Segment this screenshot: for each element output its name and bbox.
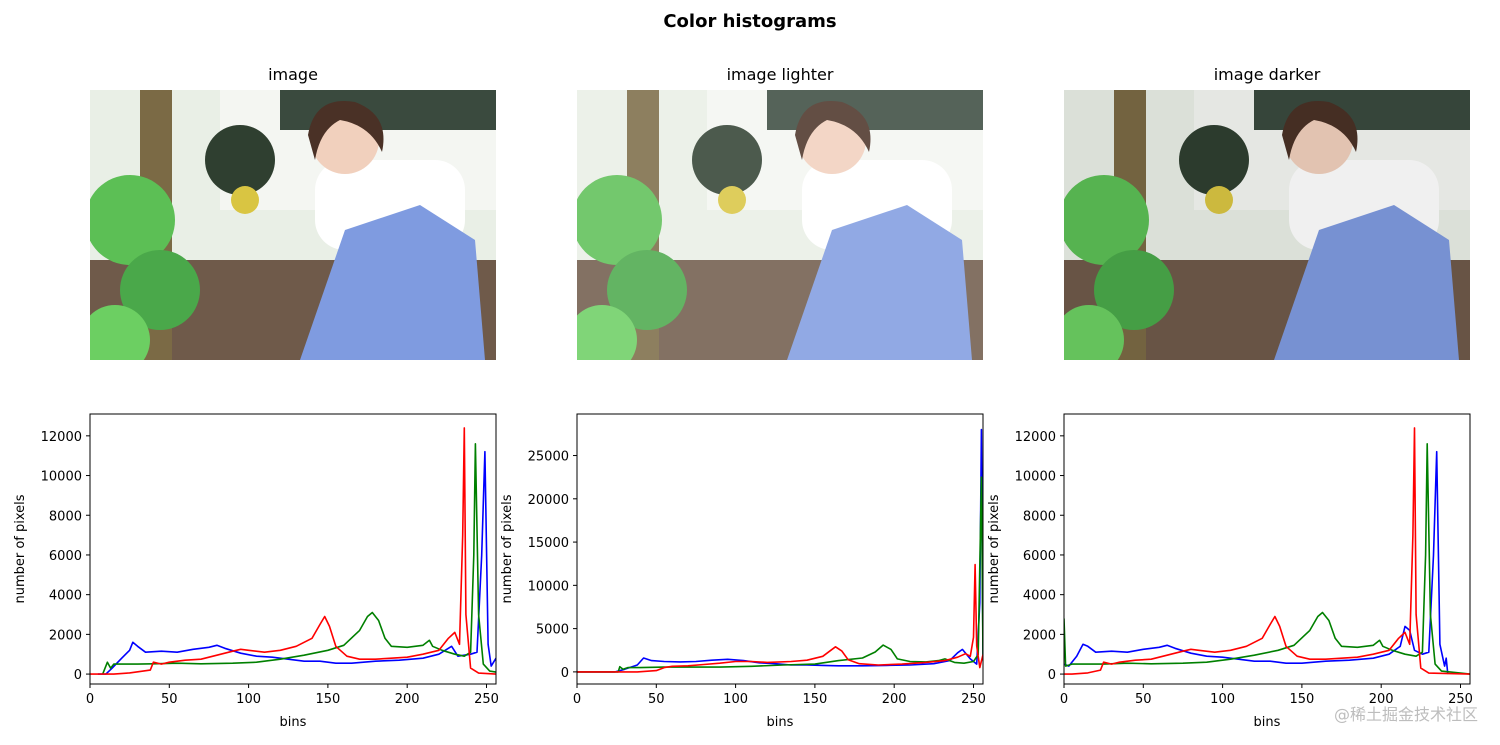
red-channel-line	[577, 563, 983, 673]
original-photo	[90, 90, 496, 360]
x-axis-label: bins	[280, 715, 307, 730]
watermark: @稀土掘金技术社区	[1333, 705, 1478, 724]
red-channel-line	[1064, 427, 1470, 675]
x-tick-label: 200	[882, 692, 907, 707]
histogram-chart: 0 50 100 150 200 250 0 2000 4000 6000 8000 10000 120…	[987, 413, 1473, 730]
y-tick-label: 25000	[528, 450, 569, 465]
y-tick-label: 4000	[49, 589, 82, 604]
histogram-chart: 0 50 100 150 200 250 0 5000 10000 15000 20000 25000…	[500, 413, 986, 730]
axes-frame	[576, 413, 984, 685]
x-tick-label: 200	[395, 692, 420, 707]
y-tick-label: 0	[1048, 668, 1056, 683]
x-tick-label: 50	[1135, 692, 1152, 707]
y-tick-label: 2000	[49, 628, 82, 643]
y-tick-label: 2000	[1023, 628, 1056, 643]
x-tick-label: 50	[648, 692, 665, 707]
x-tick-label: 250	[1448, 692, 1473, 707]
histogram-chart: 0 50 100 150 200 250 0 2000 4000 6000 8000 10000 120…	[13, 413, 499, 730]
axes-frame	[89, 413, 497, 685]
y-axis-label: number of pixels	[987, 494, 1002, 603]
y-tick-label: 6000	[1023, 549, 1056, 564]
lighter-photo	[577, 90, 983, 360]
blue-channel-line	[1064, 450, 1449, 675]
y-axis-label: number of pixels	[13, 494, 28, 603]
x-tick-label: 150	[802, 692, 827, 707]
x-axis-label: bins	[767, 715, 794, 730]
y-tick-label: 12000	[41, 430, 82, 445]
x-tick-label: 50	[161, 692, 178, 707]
axes-frame	[1063, 413, 1471, 685]
y-tick-label: 6000	[49, 549, 82, 564]
x-tick-label: 100	[1210, 692, 1235, 707]
y-tick-label: 20000	[528, 493, 569, 508]
x-tick-label: 200	[1369, 692, 1394, 707]
x-tick-label: 0	[1060, 692, 1068, 707]
x-tick-label: 100	[723, 692, 748, 707]
x-tick-label: 0	[573, 692, 581, 707]
y-tick-label: 10000	[1015, 470, 1056, 485]
x-tick-label: 250	[474, 692, 499, 707]
y-axis-label: number of pixels	[500, 494, 515, 603]
red-channel-line	[90, 427, 496, 675]
y-tick-label: 0	[561, 666, 569, 681]
y-tick-label: 10000	[41, 470, 82, 485]
y-tick-label: 0	[74, 668, 82, 683]
image-lighter-panel-title: image lighter	[726, 65, 834, 84]
x-tick-label: 150	[315, 692, 340, 707]
x-tick-label: 100	[236, 692, 261, 707]
y-tick-label: 15000	[528, 536, 569, 551]
green-channel-line	[577, 476, 983, 673]
y-tick-label: 8000	[1023, 509, 1056, 524]
y-tick-label: 8000	[49, 509, 82, 524]
green-channel-line	[1064, 443, 1470, 675]
blue-channel-line	[577, 428, 983, 673]
blue-channel-line	[97, 450, 496, 675]
x-tick-label: 0	[86, 692, 94, 707]
x-tick-label: 250	[961, 692, 986, 707]
figure-title: Color histograms	[663, 11, 837, 32]
green-channel-line	[101, 443, 496, 675]
image-panel-title: image	[268, 65, 318, 84]
x-axis-label: bins	[1254, 715, 1281, 730]
y-tick-label: 12000	[1015, 430, 1056, 445]
y-tick-label: 5000	[536, 623, 569, 638]
x-tick-label: 150	[1289, 692, 1314, 707]
darker-photo	[1064, 90, 1470, 360]
y-tick-label: 10000	[528, 579, 569, 594]
image-darker-panel-title: image darker	[1213, 65, 1321, 84]
y-tick-label: 4000	[1023, 589, 1056, 604]
